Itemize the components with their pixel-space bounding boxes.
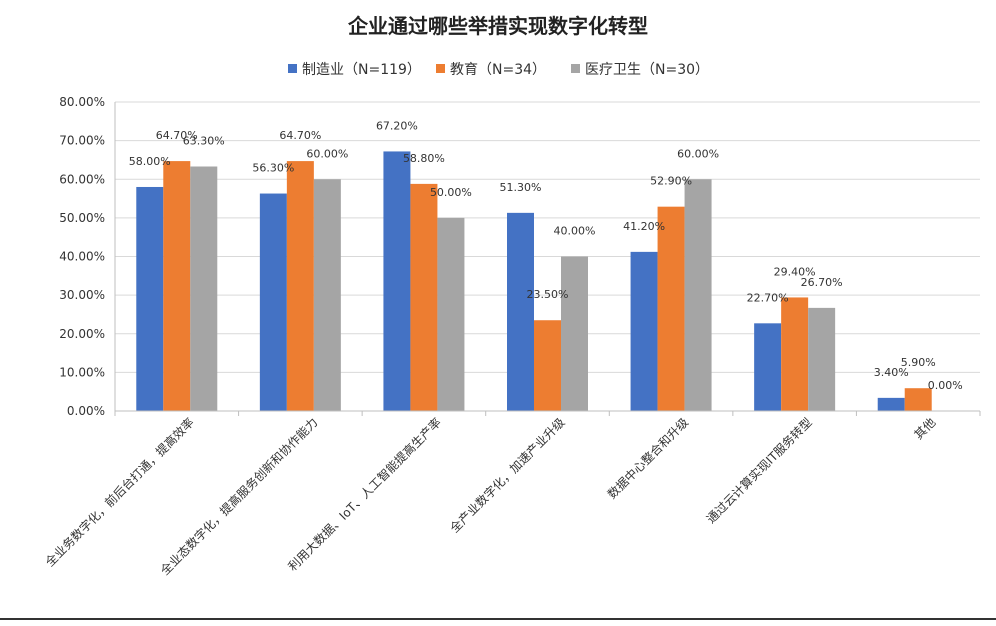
- data-label: 3.40%: [874, 366, 909, 379]
- data-label: 60.00%: [306, 147, 348, 160]
- bar: [808, 307, 836, 411]
- x-category-label: 利用大数据、IoT、人工智能提高生产率: [285, 415, 444, 574]
- bar: [877, 397, 905, 411]
- y-tick-label: 60.00%: [59, 172, 105, 186]
- y-tick-label: 0.00%: [67, 404, 105, 418]
- bar: [410, 183, 438, 411]
- x-category-label: 其他: [911, 415, 938, 442]
- data-label: 58.00%: [129, 155, 171, 168]
- y-tick-label: 30.00%: [59, 288, 105, 302]
- y-tick-label: 70.00%: [59, 134, 105, 148]
- legend-label-2: 教育（N=34）: [450, 62, 546, 78]
- data-label: 22.70%: [747, 291, 789, 304]
- legend-label-3: 医疗卫生（N=30）: [585, 62, 709, 78]
- data-label: 64.70%: [279, 129, 321, 142]
- x-category-label: 全业务数字化，前后台打通，提高效率: [42, 415, 197, 570]
- data-label: 64.70%: [156, 129, 198, 142]
- bar: [286, 161, 314, 411]
- data-label: 56.30%: [252, 162, 294, 175]
- data-label: 26.70%: [801, 276, 843, 289]
- data-label: 58.80%: [403, 152, 445, 165]
- data-label: 60.00%: [677, 147, 719, 160]
- bottom-divider: [0, 618, 996, 620]
- legend-swatch-1: [288, 64, 297, 73]
- bar: [383, 151, 411, 411]
- data-label: 5.90%: [901, 356, 936, 369]
- legend-swatch-3: [571, 64, 580, 73]
- bar: [313, 179, 341, 411]
- bar: [507, 212, 534, 411]
- y-tick-label: 80.00%: [59, 95, 105, 109]
- legend-swatch-2: [436, 64, 445, 73]
- data-label: 51.30%: [500, 181, 542, 194]
- y-tick-label: 50.00%: [59, 211, 105, 225]
- data-label: 29.40%: [774, 265, 816, 278]
- data-label: 50.00%: [430, 186, 472, 199]
- data-label: 63.30%: [183, 135, 225, 148]
- bar: [684, 179, 712, 411]
- data-label: 23.50%: [527, 288, 569, 301]
- bar: [136, 186, 164, 411]
- bar: [657, 206, 685, 411]
- data-label: 41.20%: [623, 220, 665, 233]
- y-tick-label: 10.00%: [59, 365, 105, 379]
- bar: [630, 251, 658, 411]
- x-category-label: 通过云计算实现IT服务转型: [703, 415, 815, 527]
- bar: [259, 193, 287, 411]
- data-label: 40.00%: [554, 225, 596, 238]
- chart-title: 企业通过哪些举措实现数字化转型: [347, 14, 648, 38]
- bar: [534, 320, 561, 411]
- y-axis: 0.00% 10.00% 20.00% 30.00% 40.00% 50.00% 60.00…: [59, 95, 116, 418]
- data-label: 67.20%: [376, 119, 418, 132]
- bar: [190, 166, 218, 411]
- legend-label-1: 制造业（N=119）: [302, 62, 421, 78]
- x-axis: 全业务数字化，前后台打通，提高效率全业态数字化，提高服务创新和协作能力利用大数据…: [42, 410, 981, 578]
- legend: 制造业（N=119） 教育（N=34） 医疗卫生（N=30）: [288, 62, 709, 78]
- bar: [163, 161, 191, 411]
- bar: [561, 256, 588, 411]
- gridlines: [115, 101, 980, 373]
- data-label: 52.90%: [650, 175, 692, 188]
- y-tick-label: 20.00%: [59, 327, 105, 341]
- x-category-label: 数据中心整合和升级: [604, 415, 691, 502]
- bar: [754, 323, 782, 411]
- data-label: 0.00%: [928, 379, 963, 392]
- bars: [136, 151, 932, 411]
- x-category-label: 全产业数字化，加速产业升级: [447, 415, 568, 536]
- data-labels: 58.00%64.70%63.30%56.30%64.70%60.00%67.2…: [129, 119, 963, 392]
- bar: [781, 297, 809, 411]
- bar: [437, 217, 465, 411]
- y-tick-label: 40.00%: [59, 250, 105, 264]
- bar: [904, 388, 932, 411]
